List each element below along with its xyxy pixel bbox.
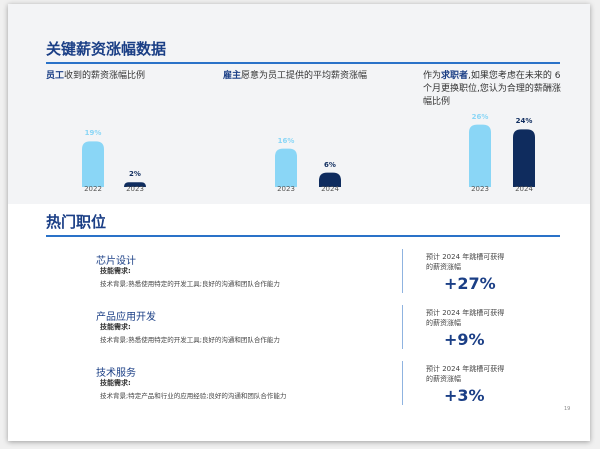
year-label: 2023: [126, 185, 144, 193]
title-part: 收到的薪资涨幅比例: [64, 71, 146, 81]
bar: [124, 182, 146, 187]
value-label: 6%: [324, 160, 336, 169]
title-part: 雇主: [223, 71, 242, 81]
change: +9%: [444, 330, 485, 349]
value-label: 26%: [471, 112, 489, 121]
job-name: 产品应用开发: [96, 312, 156, 323]
year-label: 2024: [321, 185, 339, 193]
bar-chart: [82, 141, 146, 187]
forecast-text: 预计 2024 年跳槽可获得的薪资涨幅: [426, 309, 505, 327]
value-label: 24%: [515, 117, 533, 126]
value-label: 19%: [84, 129, 102, 138]
job-description: 技术背景;熟悉使用特定的开发工具;良好的沟通和团队合作能力: [100, 336, 280, 344]
page-number: 19: [564, 406, 571, 412]
title-part: 愿意为员工提供的平均薪资涨幅: [241, 71, 368, 81]
title: 关键薪资涨幅数据: [46, 40, 167, 58]
job-name: 技术服务: [96, 368, 136, 379]
skill-label: 技能需求:: [100, 267, 131, 275]
bar: [513, 129, 535, 187]
skill-label: 技能需求:: [100, 323, 131, 331]
change: +3%: [444, 386, 485, 405]
section-rule: [46, 235, 560, 237]
job-description: 技术背景;熟悉使用特定的开发工具;良好的沟通和团队合作能力: [100, 280, 280, 288]
bar: [275, 148, 297, 187]
skill-label: 技能需求:: [100, 379, 131, 387]
year-label: 2023: [277, 185, 295, 193]
divider: [402, 361, 403, 405]
chart-title: 员工收到的薪资涨幅比例: [46, 70, 211, 83]
title-part: 作为: [423, 71, 442, 81]
divider: [402, 305, 403, 349]
bar-chart: [275, 148, 341, 187]
title-part: 求职者: [441, 71, 469, 81]
key-data-panel: [8, 4, 590, 204]
bar: [469, 124, 491, 187]
forecast-text: 预计 2024 年跳槽可获得的薪资涨幅: [426, 253, 505, 271]
bar: [82, 141, 104, 187]
job-name: 芯片设计: [96, 256, 136, 267]
chart-title: 雇主愿意为员工提供的平均薪资涨幅: [223, 70, 388, 83]
title-part: 员工: [46, 71, 65, 81]
title-part: ,如果您考虑在未来的 6 个月更换职位,您认为合理的薪酬涨幅比例: [423, 71, 561, 107]
bar: [319, 172, 341, 187]
year-label: 2023: [471, 185, 489, 193]
page: 关键薪资涨幅数据 热门职位 19 员工收到的薪资涨幅比例 19% 2022 2% 202…: [8, 4, 590, 441]
year-label: 2024: [515, 185, 533, 193]
divider: [402, 249, 403, 293]
forecast-text: 预计 2024 年跳槽可获得的薪资涨幅: [426, 365, 505, 383]
title-rule: [46, 62, 560, 64]
value-label: 2%: [129, 170, 141, 179]
chart-title: 作为求职者,如果您考虑在未来的 6 个月更换职位,您认为合理的薪酬涨幅比例: [423, 70, 563, 109]
section-title: 热门职位: [46, 213, 107, 231]
value-label: 16%: [277, 136, 295, 145]
job-description: 技术背景;特定产品和行业的应用经验;良好的沟通和团队合作能力: [100, 392, 287, 400]
year-label: 2022: [84, 185, 102, 193]
change: +27%: [444, 274, 496, 293]
bar-chart: [469, 124, 535, 187]
